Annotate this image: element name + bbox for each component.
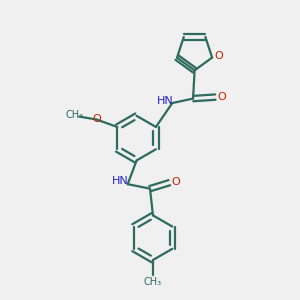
Text: HN: HN <box>157 96 173 106</box>
Text: CH₃: CH₃ <box>66 110 84 120</box>
Text: HN: HN <box>112 176 129 186</box>
Text: CH₃: CH₃ <box>144 277 162 287</box>
Text: O: O <box>171 177 180 187</box>
Text: O: O <box>214 51 223 61</box>
Text: O: O <box>217 92 226 101</box>
Text: O: O <box>93 114 101 124</box>
